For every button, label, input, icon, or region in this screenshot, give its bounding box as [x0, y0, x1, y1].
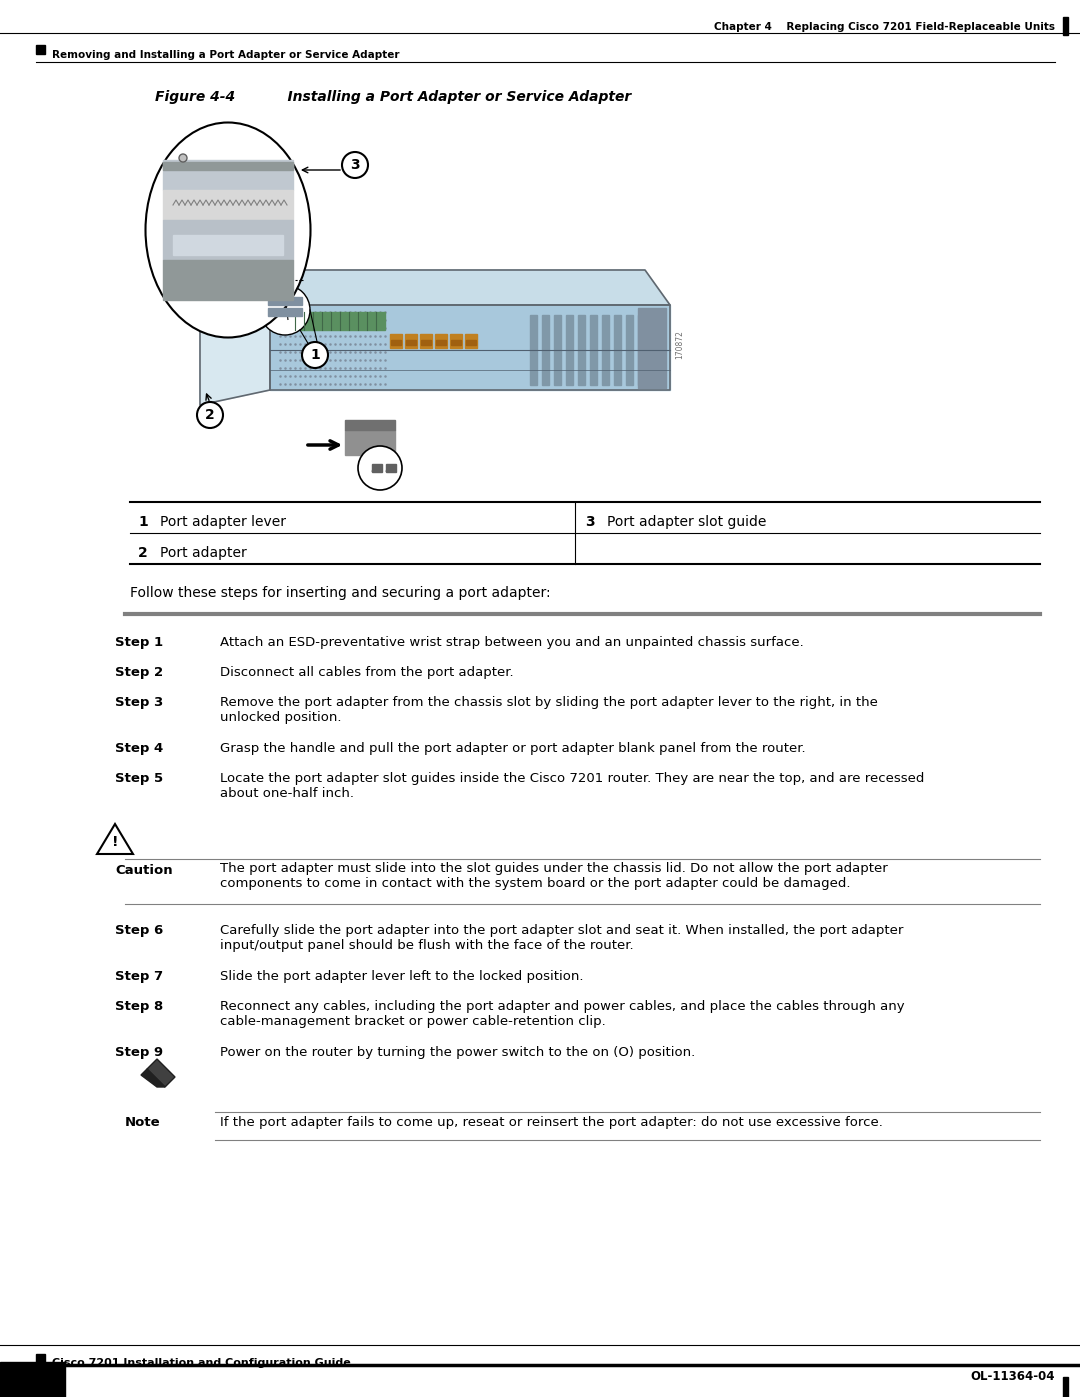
Text: Step 3: Step 3: [114, 696, 163, 710]
Circle shape: [179, 154, 187, 162]
Circle shape: [302, 342, 328, 367]
Text: Reconnect any cables, including the port adapter and power cables, and place the: Reconnect any cables, including the port…: [220, 1000, 905, 1028]
Polygon shape: [147, 1059, 175, 1087]
Bar: [465, 339, 476, 345]
Text: 170872: 170872: [675, 331, 685, 359]
Text: Follow these steps for inserting and securing a port adapter:: Follow these steps for inserting and sec…: [130, 585, 551, 599]
Text: Slide the port adapter lever left to the locked position.: Slide the port adapter lever left to the…: [220, 970, 583, 983]
Text: Step 7: Step 7: [114, 970, 163, 983]
Text: Carefully slide the port adapter into the port adapter slot and seat it. When in: Carefully slide the port adapter into th…: [220, 923, 903, 951]
Text: Step 4: Step 4: [114, 742, 163, 754]
Text: Step 6: Step 6: [114, 923, 163, 937]
Text: Step 2: Step 2: [114, 666, 163, 679]
Bar: [638, 314, 645, 386]
Text: Note: Note: [125, 1116, 161, 1129]
Bar: [390, 334, 402, 348]
Text: 1: 1: [310, 348, 320, 362]
Text: Step 9: Step 9: [114, 1046, 163, 1059]
Bar: [406, 339, 416, 345]
Bar: [1063, 1377, 1068, 1397]
Bar: [268, 298, 302, 305]
Text: Cisco 7201 Installation and Configuration Guide: Cisco 7201 Installation and Configuratio…: [52, 1358, 351, 1368]
Bar: [36, 1354, 45, 1363]
Bar: [602, 314, 609, 386]
Bar: [530, 314, 537, 386]
Bar: [163, 260, 293, 300]
Bar: [542, 314, 549, 386]
Bar: [450, 334, 462, 348]
Bar: [626, 314, 633, 386]
Bar: [163, 161, 293, 190]
Text: Removing and Installing a Port Adapter or Service Adapter: Removing and Installing a Port Adapter o…: [52, 50, 400, 60]
Text: Grasp the handle and pull the port adapter or port adapter blank panel from the : Grasp the handle and pull the port adapt…: [220, 742, 806, 754]
Bar: [590, 314, 597, 386]
Bar: [0, 1362, 65, 1397]
Bar: [36, 45, 45, 54]
Bar: [295, 312, 384, 330]
Bar: [163, 162, 293, 170]
Bar: [420, 334, 432, 348]
Text: Attach an ESD-preventative wrist strap between you and an unpainted chassis surf: Attach an ESD-preventative wrist strap b…: [220, 636, 804, 650]
Bar: [345, 430, 395, 455]
Text: Port adapter: Port adapter: [160, 546, 246, 560]
Circle shape: [260, 285, 310, 335]
Text: 3: 3: [350, 158, 360, 172]
Text: Installing a Port Adapter or Service Adapter: Installing a Port Adapter or Service Ada…: [268, 89, 631, 103]
Text: If the port adapter fails to come up, reseat or reinsert the port adapter: do no: If the port adapter fails to come up, re…: [220, 1116, 882, 1129]
Bar: [1063, 17, 1068, 35]
Bar: [465, 334, 477, 348]
Text: Remove the port adapter from the chassis slot by sliding the port adapter lever : Remove the port adapter from the chassis…: [220, 696, 878, 724]
Bar: [421, 339, 431, 345]
Bar: [650, 314, 657, 386]
Ellipse shape: [146, 123, 311, 338]
Text: Power on the router by turning the power switch to the on (O) position.: Power on the router by turning the power…: [220, 1046, 696, 1059]
Text: Figure 4-4: Figure 4-4: [156, 89, 235, 103]
Text: The port adapter must slide into the slot guides under the chassis lid. Do not a: The port adapter must slide into the slo…: [220, 862, 888, 890]
Bar: [405, 334, 417, 348]
Bar: [268, 307, 302, 316]
Text: 3: 3: [585, 515, 595, 529]
Polygon shape: [141, 1069, 165, 1087]
Text: OL-11364-04: OL-11364-04: [971, 1369, 1055, 1383]
Bar: [436, 339, 446, 345]
Bar: [566, 314, 573, 386]
Polygon shape: [270, 305, 670, 390]
Bar: [163, 219, 293, 260]
Text: Caution: Caution: [114, 863, 173, 877]
Text: Step 5: Step 5: [114, 773, 163, 785]
Text: Port adapter lever: Port adapter lever: [160, 515, 286, 529]
Text: 4-6: 4-6: [18, 1384, 45, 1397]
Text: Chapter 4    Replacing Cisco 7201 Field-Replaceable Units: Chapter 4 Replacing Cisco 7201 Field-Rep…: [714, 22, 1055, 32]
Circle shape: [197, 402, 222, 427]
Circle shape: [342, 152, 368, 177]
Text: Disconnect all cables from the port adapter.: Disconnect all cables from the port adap…: [220, 666, 514, 679]
Text: 1: 1: [138, 515, 148, 529]
Text: 2: 2: [205, 408, 215, 422]
Text: Locate the port adapter slot guides inside the Cisco 7201 router. They are near : Locate the port adapter slot guides insi…: [220, 773, 924, 800]
Bar: [435, 334, 447, 348]
Bar: [173, 235, 283, 256]
Bar: [578, 314, 585, 386]
Bar: [345, 420, 395, 430]
Circle shape: [357, 446, 402, 490]
Text: !: !: [111, 835, 118, 849]
Bar: [451, 339, 461, 345]
Bar: [615, 314, 621, 386]
Text: Step 1: Step 1: [114, 636, 163, 650]
Bar: [372, 464, 382, 472]
Bar: [386, 464, 396, 472]
Polygon shape: [245, 270, 670, 305]
Bar: [391, 339, 401, 345]
Text: Step 8: Step 8: [114, 1000, 163, 1013]
Text: 2: 2: [138, 546, 148, 560]
Text: Port adapter slot guide: Port adapter slot guide: [607, 515, 767, 529]
Bar: [554, 314, 561, 386]
Bar: [163, 190, 293, 219]
Polygon shape: [200, 305, 270, 405]
Bar: [638, 307, 666, 388]
